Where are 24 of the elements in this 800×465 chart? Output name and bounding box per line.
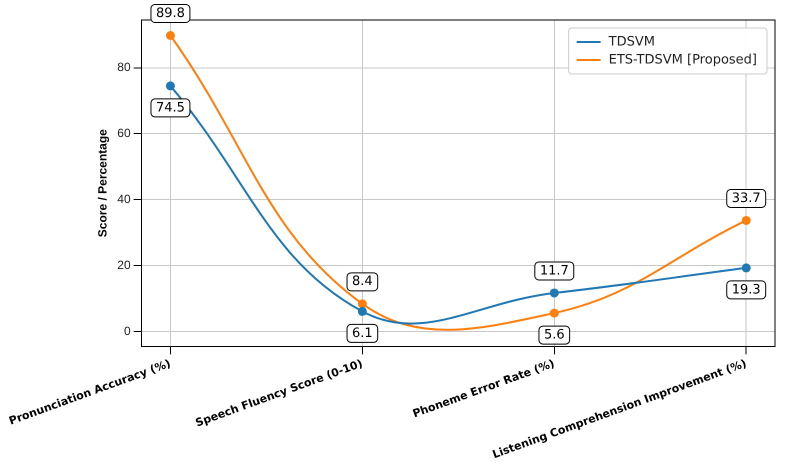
y-tick-label: 0 (124, 324, 131, 338)
data-label: 6.1 (352, 326, 373, 341)
point (166, 81, 175, 90)
point (742, 263, 751, 272)
point (742, 216, 751, 225)
point (550, 288, 559, 298)
y-tick-label: 80 (117, 60, 131, 74)
y-tick-label: 40 (117, 192, 131, 206)
point (550, 308, 559, 318)
data-label: 11.7 (540, 263, 569, 278)
y-tick-label: 60 (117, 126, 131, 140)
y-axis-title: Score / Percentage (95, 128, 110, 238)
legend-label: ETS-TDSVM [Proposed] (608, 52, 758, 68)
data-label: 33.7 (732, 190, 761, 206)
legend-label: TDSVM (608, 34, 655, 50)
y-tick-label: 20 (117, 258, 131, 272)
data-label: 8.4 (352, 274, 373, 290)
data-label: 5.6 (544, 327, 565, 342)
point (166, 30, 175, 40)
data-label: 19.3 (732, 282, 761, 298)
point (358, 299, 367, 308)
data-label: 89.8 (156, 6, 185, 21)
point (358, 306, 367, 316)
data-label: 74.5 (156, 100, 185, 116)
